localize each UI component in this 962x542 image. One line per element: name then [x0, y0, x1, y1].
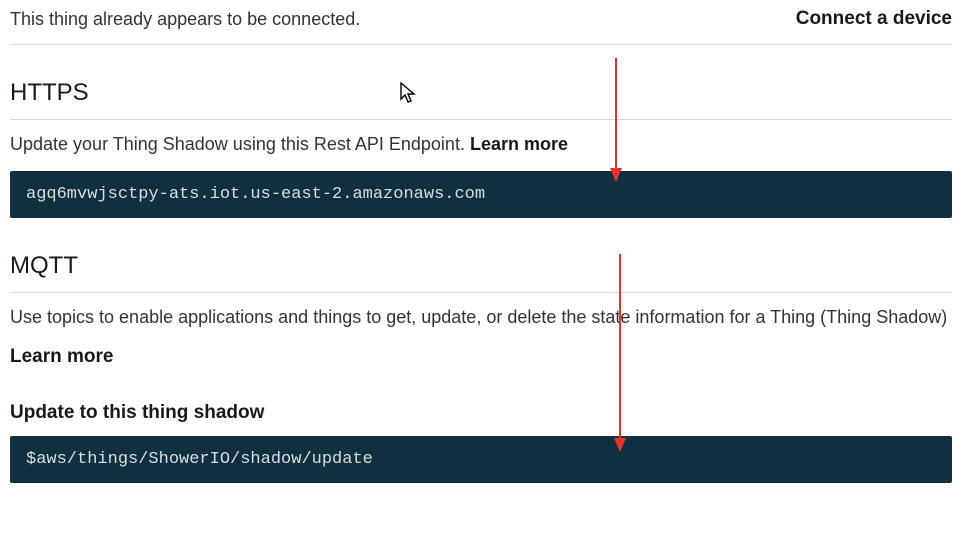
mqtt-topic-code[interactable]: $aws/things/ShowerIO/shadow/update: [10, 436, 952, 483]
mqtt-description-row: Use topics to enable applications and th…: [0, 293, 962, 338]
https-learn-more-link[interactable]: Learn more: [470, 134, 568, 154]
https-description-text: Update your Thing Shadow using this Rest…: [10, 134, 470, 154]
https-description-row: Update your Thing Shadow using this Rest…: [0, 120, 962, 165]
mqtt-section-title: MQTT: [0, 218, 962, 292]
connect-device-link[interactable]: Connect a device: [796, 8, 952, 30]
mqtt-description-text: Use topics to enable applications and th…: [10, 307, 947, 327]
top-row: This thing already appears to be connect…: [0, 0, 962, 44]
mqtt-learn-more-link[interactable]: Learn more: [0, 338, 962, 388]
mqtt-update-heading: Update to this thing shadow: [0, 388, 962, 430]
https-section-title: HTTPS: [0, 45, 962, 119]
https-endpoint-code[interactable]: agq6mvwjsctpy-ats.iot.us-east-2.amazonaw…: [10, 171, 952, 218]
connection-status-text: This thing already appears to be connect…: [10, 9, 360, 30]
